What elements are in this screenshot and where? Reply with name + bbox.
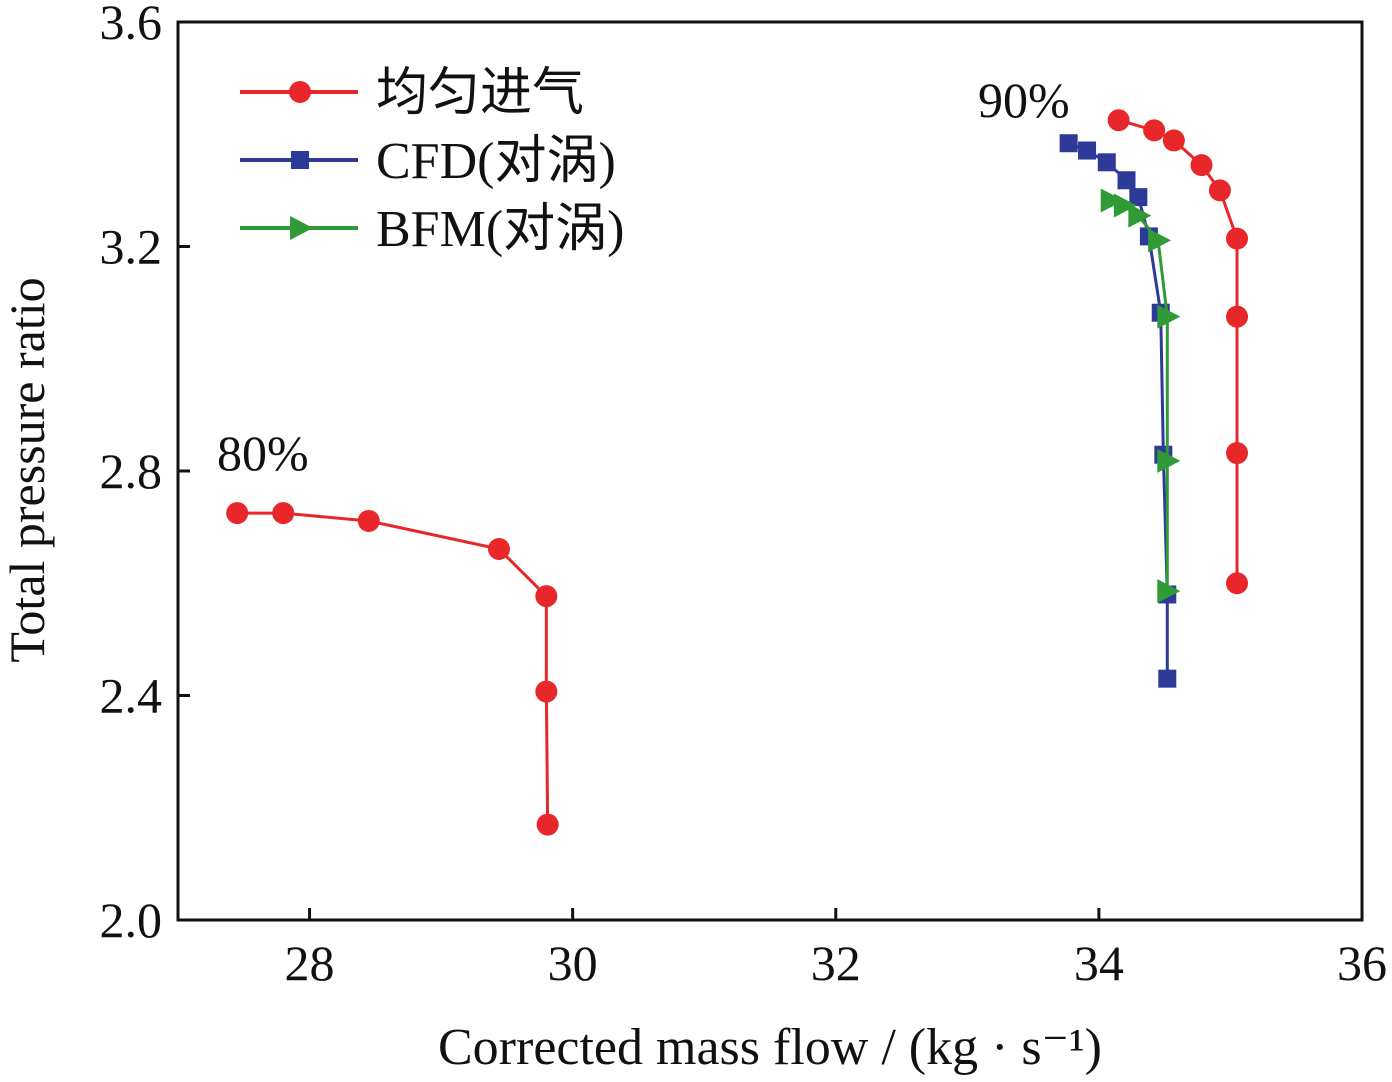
data-point (1148, 228, 1172, 253)
data-point (1100, 188, 1124, 213)
legend-label: CFD(对涡) (376, 133, 616, 190)
x-tick-label: 28 (285, 935, 335, 991)
data-point (1226, 305, 1249, 328)
data-point (1107, 109, 1130, 132)
data-point (357, 509, 380, 532)
y-axis-label: Total pressure ratio (0, 277, 55, 662)
x-tick-label: 36 (1337, 935, 1387, 991)
y-tick-label: 2.4 (100, 668, 163, 724)
data-point (535, 585, 558, 608)
data-point (1113, 193, 1137, 218)
data-point (1158, 669, 1177, 688)
data-point (1129, 188, 1148, 207)
series-0 (1107, 109, 1249, 595)
data-point (1157, 304, 1181, 329)
legend-marker (290, 216, 313, 240)
series-3 (226, 502, 559, 836)
x-tick-label: 30 (548, 935, 598, 991)
legend-label: BFM(对涡) (376, 201, 624, 258)
legend-label: 均匀进气 (376, 65, 584, 122)
series-2 (1100, 188, 1181, 604)
data-point (1226, 572, 1249, 595)
y-tick-label: 2.0 (100, 892, 163, 948)
data-point (535, 680, 558, 703)
data-point (1059, 134, 1078, 153)
x-tick-label: 32 (811, 935, 861, 991)
legend-marker (289, 81, 311, 103)
x-tick-label: 34 (1074, 935, 1124, 991)
data-point (272, 502, 295, 525)
y-tick-label: 3.6 (100, 0, 163, 50)
data-point (226, 502, 249, 525)
data-point (1117, 171, 1136, 190)
data-point (1097, 153, 1116, 172)
legend: 均匀进气 CFD(对涡) BFM(对涡) (240, 65, 624, 258)
data-point (1157, 579, 1181, 604)
y-tick-label: 2.8 (100, 443, 163, 499)
data-point (1190, 154, 1213, 177)
data-point (1157, 448, 1181, 473)
x-axis-label: Corrected mass flow / (kg · s⁻¹) (438, 1019, 1102, 1076)
series-line (1068, 141, 1169, 679)
annotation-80: 80% (217, 425, 309, 481)
data-point (487, 538, 510, 561)
data-point (1226, 442, 1249, 465)
data-point (1143, 119, 1166, 142)
data-point (1078, 141, 1097, 160)
legend-marker (291, 151, 309, 169)
annotation-90: 90% (978, 72, 1070, 128)
data-point (536, 813, 559, 836)
data-point (1162, 129, 1185, 152)
series-line (237, 511, 550, 825)
data-point (1128, 203, 1152, 228)
data-point (1208, 179, 1231, 202)
plot-frame (176, 20, 1364, 922)
series-1 (1059, 134, 1177, 688)
data-point (1226, 227, 1249, 250)
y-tick-label: 3.2 (100, 219, 163, 275)
series-line (1110, 199, 1169, 592)
